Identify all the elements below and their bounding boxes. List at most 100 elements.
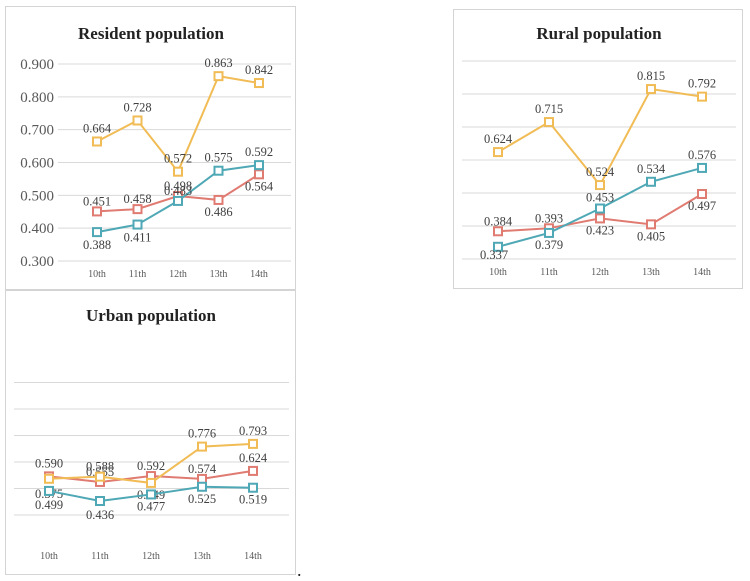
data-label-yellow: 0.728 <box>123 100 151 114</box>
y-tick-label: 0.700 <box>20 123 54 139</box>
x-tick-label: 11th <box>540 267 557 278</box>
data-label-teal: 0.525 <box>188 492 216 506</box>
data-label-red: 0.405 <box>637 229 665 243</box>
data-point-yellow <box>254 78 264 89</box>
data-point-red <box>697 188 707 199</box>
data-point-yellow <box>213 71 224 82</box>
data-point-red <box>92 206 102 217</box>
x-tick-label: 13th <box>642 267 660 278</box>
chart-title: Urban population <box>86 306 216 325</box>
data-point-teal <box>493 241 503 252</box>
data-label-teal: 0.436 <box>86 508 114 522</box>
data-label-yellow: 0.524 <box>586 165 615 179</box>
data-label-yellow: 0.792 <box>688 77 716 91</box>
data-label-teal: 0.575 <box>204 151 232 165</box>
chart-panel-urban: Urban population 10th 11th 12th 13th 14th 0.59… <box>5 290 296 575</box>
data-point-teal <box>92 227 102 238</box>
data-label-red: 0.486 <box>204 205 232 219</box>
data-label-teal: 0.592 <box>245 145 273 159</box>
data-label-red: 0.574 <box>188 462 217 476</box>
data-point-teal <box>197 481 207 492</box>
data-label-teal: 0.519 <box>239 493 267 507</box>
data-label-teal: 0.379 <box>535 238 563 252</box>
data-label-teal: 0.388 <box>83 238 111 252</box>
data-label-yellow: 0.842 <box>245 63 273 77</box>
rural-population-chart: Rural population 10th 11th 12th 13th 14th 0.38… <box>462 24 736 278</box>
data-point-yellow <box>146 477 156 488</box>
data-point-red <box>132 204 143 215</box>
data-label-red: 0.498 <box>164 179 192 193</box>
chart-title: Rural population <box>536 24 662 43</box>
data-point-yellow <box>544 117 554 128</box>
data-point-red <box>646 219 656 230</box>
data-point-teal <box>595 203 605 214</box>
data-point-red <box>213 194 224 205</box>
data-point-yellow <box>173 166 183 177</box>
x-tick-label: 10th <box>40 551 58 562</box>
data-label-red: 0.423 <box>586 223 614 237</box>
data-label-teal: 0.411 <box>124 231 152 245</box>
data-label-yellow: 0.664 <box>83 121 112 135</box>
data-label-red: 0.590 <box>35 456 63 470</box>
data-point-yellow <box>44 473 54 484</box>
data-label-teal: 0.477 <box>137 499 165 513</box>
data-point-red <box>197 473 207 484</box>
chart-panel-resident: Resident population 0.300 0.400 0.500 0.600 0… <box>5 6 296 290</box>
data-point-red <box>248 465 258 476</box>
x-tick-label: 13th <box>193 551 211 562</box>
x-tick-label: 12th <box>591 267 609 278</box>
data-point-teal <box>213 165 224 176</box>
data-label-red: 0.384 <box>484 214 513 228</box>
data-point-yellow <box>646 84 656 95</box>
data-point-teal <box>254 160 264 171</box>
data-point-teal <box>132 219 143 230</box>
data-point-teal <box>248 482 258 493</box>
y-tick-label: 0.500 <box>20 188 54 204</box>
data-point-yellow <box>697 91 707 102</box>
data-label-teal: 0.453 <box>586 191 614 205</box>
data-label-teal: 0.337 <box>480 248 508 262</box>
chart-title: Resident population <box>78 24 224 43</box>
x-tick-label: 14th <box>244 551 262 562</box>
data-label-teal: 0.483 <box>164 184 192 198</box>
resident-population-chart: Resident population 0.300 0.400 0.500 0.600 0… <box>20 24 291 280</box>
x-tick-label: 10th <box>489 267 507 278</box>
x-tick-label: 14th <box>693 267 711 278</box>
x-tick-label: 12th <box>169 269 187 280</box>
data-label-red: 0.497 <box>688 199 716 213</box>
data-point-red <box>254 169 264 180</box>
data-label-teal: 0.534 <box>637 162 666 176</box>
data-point-yellow <box>493 147 503 158</box>
data-point-yellow <box>95 471 105 482</box>
data-point-teal <box>697 162 707 173</box>
data-label-teal: 0.576 <box>688 148 716 162</box>
data-label-yellow: 0.715 <box>535 102 563 116</box>
data-label-red: 0.451 <box>83 194 111 208</box>
x-tick-label: 10th <box>88 269 106 280</box>
data-point-yellow <box>92 136 102 147</box>
data-label-red: 0.458 <box>123 192 151 206</box>
y-tick-label: 0.300 <box>20 254 54 270</box>
y-tick-label: 0.900 <box>20 57 54 73</box>
x-tick-label: 11th <box>129 269 146 280</box>
data-label-red: 0.393 <box>535 211 563 225</box>
data-point-red <box>595 213 605 224</box>
data-point-yellow <box>197 441 207 452</box>
data-label-yellow: 0.815 <box>637 69 665 83</box>
data-label-yellow: 0.572 <box>164 152 192 166</box>
data-point-yellow <box>248 438 258 449</box>
data-point-teal <box>146 489 156 500</box>
data-point-teal <box>173 195 183 206</box>
data-label-yellow: 0.588 <box>86 460 114 474</box>
data-point-teal <box>646 176 656 187</box>
data-label-teal: 0.499 <box>35 498 63 512</box>
y-tick-label: 0.800 <box>20 90 54 106</box>
data-point-teal <box>544 227 554 238</box>
data-label-yellow: 0.624 <box>484 132 513 146</box>
data-label-red: 0.592 <box>137 459 165 473</box>
trailing-period: . <box>297 560 302 580</box>
data-label-red: 0.564 <box>245 179 274 193</box>
x-tick-label: 12th <box>142 551 160 562</box>
x-tick-label: 11th <box>91 551 108 562</box>
chart-panel-rural: Rural population 10th 11th 12th 13th 14th 0.38… <box>453 9 743 289</box>
